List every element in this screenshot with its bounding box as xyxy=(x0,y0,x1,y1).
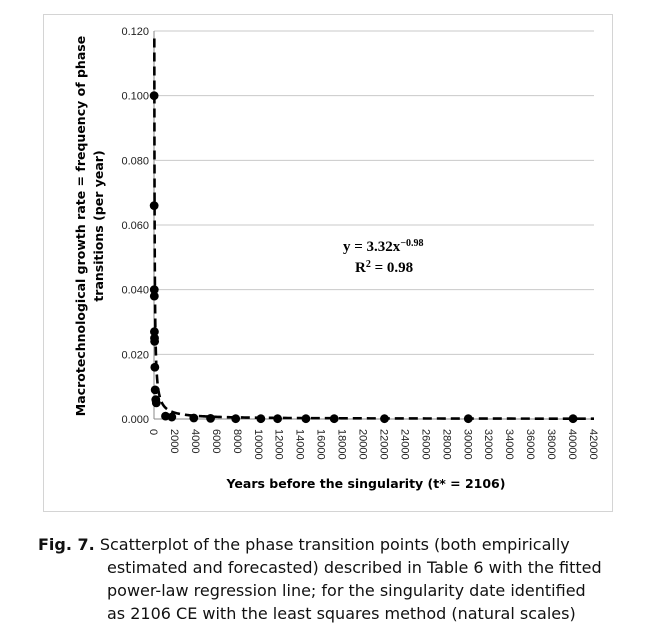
y-tick-label: 0.100 xyxy=(121,91,149,103)
x-tick-label: 14000 xyxy=(294,429,306,460)
y-tick-label: 0.060 xyxy=(121,220,149,232)
y-tick-label: 0.120 xyxy=(121,26,149,38)
x-tick-label: 30000 xyxy=(461,429,473,460)
data-point xyxy=(149,291,159,301)
x-tick-label: 22000 xyxy=(377,429,389,460)
x-tick-label: 34000 xyxy=(503,429,515,460)
data-point xyxy=(463,414,473,424)
data-point xyxy=(231,414,241,424)
r-squared: R2 = 0.98 xyxy=(355,259,413,277)
data-point xyxy=(329,414,339,424)
x-tick-label: 24000 xyxy=(398,429,410,460)
x-axis-title: Years before the singularity (t* = 2106) xyxy=(226,476,506,491)
x-tick-label: 8000 xyxy=(231,429,243,453)
x-tick-label: 6000 xyxy=(210,429,222,453)
data-point xyxy=(149,285,159,295)
y-tick-label: 0.080 xyxy=(121,155,149,167)
x-tick-label: 2000 xyxy=(168,429,180,453)
x-tick-label: 20000 xyxy=(357,429,369,460)
data-point xyxy=(380,414,389,424)
y-tick-label: 0.040 xyxy=(121,285,149,297)
x-tick-labels: 0 2000 4000 6000 8000 10000 12000 14000 16000 180… xyxy=(147,429,599,460)
power-law-fit-line xyxy=(153,38,594,420)
chart-frame xyxy=(43,14,613,512)
data-point xyxy=(256,414,266,424)
y-tick-label: 0.000 xyxy=(121,414,149,426)
data-point xyxy=(149,91,159,101)
data-point xyxy=(273,414,283,424)
x-tick-label: 26000 xyxy=(419,429,431,460)
scatter-chart: 0.000 0.020 0.040 0.060 0.080 0.100 0.120 0 200… xyxy=(73,26,599,491)
caption-line-4: as 2106 CE with the least squares method… xyxy=(107,604,576,623)
data-point xyxy=(151,398,161,408)
x-tick-label: 32000 xyxy=(482,429,494,460)
x-tick-label: 0 xyxy=(147,429,159,435)
caption-line-1: Scatterplot of the phase transition poin… xyxy=(94,535,570,554)
fit-line xyxy=(153,38,594,420)
x-tick-label: 12000 xyxy=(273,429,285,460)
x-tick-label: 16000 xyxy=(315,429,327,460)
data-points xyxy=(149,91,578,424)
caption-lead: Fig. 7. xyxy=(38,535,95,554)
data-point xyxy=(568,414,578,424)
data-point xyxy=(150,337,160,346)
y-tick-labels: 0.000 0.020 0.040 0.060 0.080 0.100 0.120 xyxy=(121,26,149,426)
y-axis-title-line2: transitions (per year) xyxy=(91,150,106,301)
data-point xyxy=(206,413,215,423)
y-axis-title-line1: Macrotechnological growth rate = frequen… xyxy=(73,36,88,416)
y-tick-label: 0.020 xyxy=(121,349,149,361)
x-tick-label: 28000 xyxy=(440,429,452,460)
data-point xyxy=(150,327,159,337)
data-point xyxy=(189,413,199,423)
data-point xyxy=(149,201,159,211)
regression-equation: y = 3.32x−0.98 xyxy=(343,238,424,256)
caption-line-2: estimated and forecasted) described in T… xyxy=(107,558,602,577)
x-tick-label: 38000 xyxy=(545,429,557,460)
data-point xyxy=(167,412,177,422)
x-tick-label: 4000 xyxy=(189,429,201,453)
gridlines xyxy=(154,30,594,355)
x-tick-label: 36000 xyxy=(524,429,536,460)
caption-line-3: power-law regression line; for the singu… xyxy=(107,581,586,600)
figure-caption: Fig. 7. Scatterplot of the phase transit… xyxy=(38,533,618,625)
data-point xyxy=(150,385,160,395)
x-tick-label: 40000 xyxy=(566,429,578,460)
data-point xyxy=(301,414,311,424)
x-tick-label: 18000 xyxy=(336,429,348,460)
x-tick-label: 10000 xyxy=(252,429,264,460)
data-point xyxy=(150,362,160,372)
x-tick-label: 42000 xyxy=(587,429,599,460)
